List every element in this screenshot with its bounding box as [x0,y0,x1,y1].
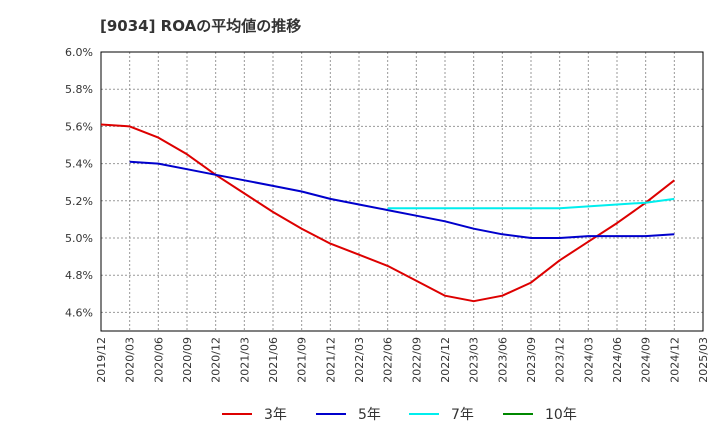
x-tick-label: 2023/03 [468,337,481,383]
legend-label: 7年 [451,407,474,423]
y-tick-label: 5.0% [65,232,93,245]
x-tick-label: 2023/09 [525,337,538,383]
x-tick-label: 2020/12 [210,337,223,383]
x-tick-label: 2020/06 [152,337,165,383]
legend-label: 5年 [358,407,381,423]
chart-title: [9034] ROAの平均値の推移 [100,17,302,35]
x-tick-label: 2022/03 [353,337,366,383]
x-tick-label: 2022/09 [410,337,423,383]
x-tick-label: 2022/06 [382,337,395,383]
y-tick-label: 4.8% [65,269,93,282]
x-tick-label: 2022/12 [439,337,452,383]
x-tick-label: 2019/12 [95,337,108,383]
grid [101,52,703,331]
legend: 3年 5年 7年 10年 [222,407,577,423]
x-tick-label: 2020/03 [124,337,137,383]
y-axis: 6.0% 5.8% 5.6% 5.4% 5.2% 5.0% 4.8% 4.6% [65,46,93,319]
series-lines [100,123,675,303]
x-tick-label: 2024/06 [611,337,624,383]
y-tick-label: 5.6% [65,120,93,133]
legend-item: 7年 [409,407,474,423]
x-tick-label: 2025/03 [697,337,710,383]
x-tick-label: 2024/09 [640,337,653,383]
y-tick-label: 5.4% [65,158,93,171]
legend-label: 10年 [545,407,577,423]
x-tick-label: 2023/06 [496,337,509,383]
x-tick-label: 2021/12 [324,337,337,383]
x-axis: 2019/12 2020/03 2020/06 2020/09 2020/12 2021/… [95,337,710,383]
y-tick-label: 6.0% [65,46,93,59]
legend-label: 3年 [264,407,287,423]
y-tick-label: 5.8% [65,83,93,96]
x-tick-label: 2024/03 [582,337,595,383]
series-line-3年 [100,123,675,303]
x-tick-label: 2021/09 [296,337,309,383]
legend-item: 3年 [222,407,287,423]
x-tick-label: 2024/12 [668,337,681,383]
plot-area [100,51,704,332]
y-tick-label: 5.2% [65,195,93,208]
legend-item: 5年 [316,407,381,423]
x-tick-label: 2023/12 [554,337,567,383]
y-tick-label: 4.6% [65,306,93,319]
x-tick-label: 2021/06 [267,337,280,383]
x-tick-label: 2021/03 [238,337,251,383]
series-line-7年 [387,197,675,210]
legend-item: 10年 [503,407,577,423]
x-tick-label: 2020/09 [181,337,194,383]
series-line-5年 [129,160,675,239]
